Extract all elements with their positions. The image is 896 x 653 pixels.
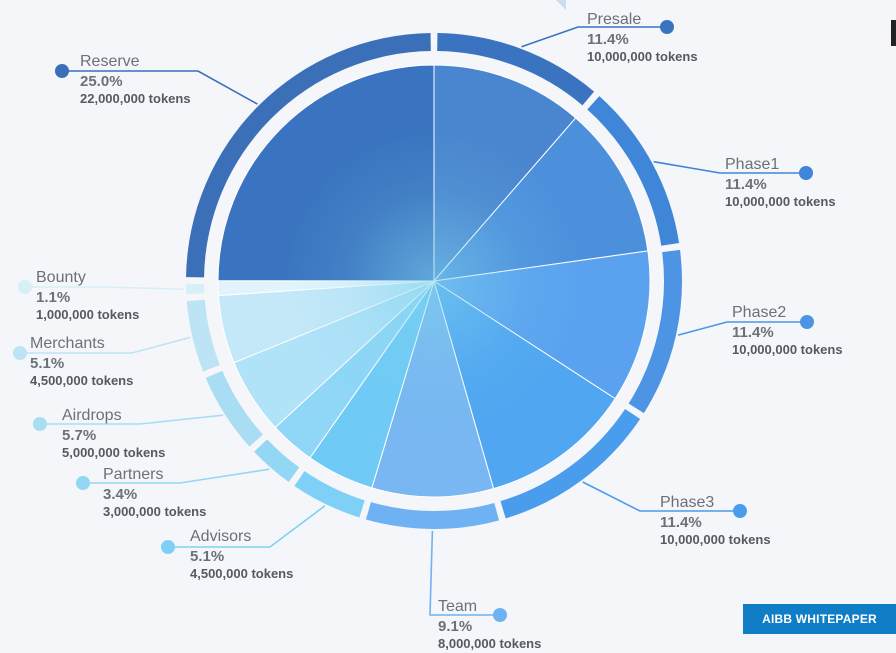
legend-dot-phase1 bbox=[799, 166, 813, 180]
slice-label-percent-team: 9.1% bbox=[438, 618, 472, 635]
slice-label-name-phase1: Phase1 bbox=[725, 156, 779, 173]
ring-segment-phase3 bbox=[500, 408, 641, 519]
ring-segment-partners bbox=[254, 439, 300, 482]
leader-line-partners bbox=[83, 468, 270, 484]
slice-label-percent-phase3: 11.4% bbox=[660, 514, 702, 531]
slice-label-name-reserve: Reserve bbox=[80, 53, 140, 70]
decorative-edge bbox=[891, 20, 896, 46]
slice-label-name-partners: Partners bbox=[103, 466, 163, 483]
ring-segment-phase2 bbox=[628, 249, 682, 414]
slice-label-percent-phase1: 11.4% bbox=[725, 176, 767, 193]
slice-label-percent-merchants: 5.1% bbox=[30, 355, 64, 372]
slice-label-tokens-presale: 10,000,000 tokens bbox=[587, 49, 698, 64]
slice-label-tokens-team: 8,000,000 tokens bbox=[438, 636, 541, 651]
leader-line-bounty bbox=[25, 286, 185, 290]
slice-label-name-merchants: Merchants bbox=[30, 335, 105, 352]
slice-label-tokens-phase1: 10,000,000 tokens bbox=[725, 194, 836, 209]
leader-line-phase3 bbox=[582, 481, 740, 512]
leader-line-presale bbox=[521, 26, 667, 48]
outer-ring bbox=[186, 33, 682, 529]
ring-segment-advisors bbox=[294, 471, 365, 518]
slice-label-percent-reserve: 25.0% bbox=[80, 73, 123, 90]
leader-lines bbox=[13, 20, 814, 622]
slice-label-tokens-reserve: 22,000,000 tokens bbox=[80, 91, 191, 106]
ring-segment-presale bbox=[437, 33, 595, 106]
legend-dot-phase3 bbox=[733, 504, 747, 518]
leader-line-merchants bbox=[20, 336, 191, 354]
slice-label-name-presale: Presale bbox=[587, 11, 641, 28]
slice-label-name-airdrops: Airdrops bbox=[62, 407, 122, 424]
whitepaper-badge: AIBB WHITEPAPER bbox=[743, 604, 896, 634]
leader-line-airdrops bbox=[40, 414, 224, 425]
slice-label-tokens-partners: 3,000,000 tokens bbox=[103, 504, 206, 519]
slice-label-percent-bounty: 1.1% bbox=[36, 289, 70, 306]
ring-segment-team bbox=[365, 502, 500, 529]
slice-label-name-phase3: Phase3 bbox=[660, 494, 714, 511]
leader-line-reserve bbox=[62, 70, 258, 105]
slice-label-tokens-bounty: 1,000,000 tokens bbox=[36, 307, 139, 322]
ring-segment-airdrops bbox=[205, 370, 263, 447]
slice-label-percent-advisors: 5.1% bbox=[190, 548, 224, 565]
legend-dot-presale bbox=[660, 20, 674, 34]
slice-label-percent-presale: 11.4% bbox=[587, 31, 629, 48]
legend-dot-reserve bbox=[55, 64, 69, 78]
legend-dot-merchants bbox=[13, 346, 27, 360]
slice-label-name-team: Team bbox=[438, 598, 477, 615]
slice-label-name-advisors: Advisors bbox=[190, 528, 251, 545]
slice-label-tokens-merchants: 4,500,000 tokens bbox=[30, 373, 133, 388]
decorative-corner bbox=[556, 0, 566, 10]
slice-label-name-phase2: Phase2 bbox=[732, 304, 786, 321]
leader-line-phase1 bbox=[653, 160, 806, 174]
ring-segment-phase1 bbox=[587, 96, 680, 246]
legend-dot-team bbox=[493, 608, 507, 622]
slice-label-tokens-phase2: 10,000,000 tokens bbox=[732, 342, 843, 357]
slice-label-name-bounty: Bounty bbox=[36, 269, 86, 286]
slice-label-percent-partners: 3.4% bbox=[103, 486, 137, 503]
leader-line-phase2 bbox=[677, 321, 807, 336]
leader-line-team bbox=[429, 530, 500, 616]
leader-line-advisors bbox=[168, 505, 326, 548]
slice-label-percent-airdrops: 5.7% bbox=[62, 427, 96, 444]
legend-dot-bounty bbox=[18, 280, 32, 294]
legend-dot-advisors bbox=[161, 540, 175, 554]
slice-label-tokens-phase3: 10,000,000 tokens bbox=[660, 532, 771, 547]
slice-label-tokens-airdrops: 5,000,000 tokens bbox=[62, 445, 165, 460]
ring-segment-bounty bbox=[186, 283, 205, 295]
slice-label-tokens-advisors: 4,500,000 tokens bbox=[190, 566, 293, 581]
ring-segment-merchants bbox=[186, 299, 220, 372]
slice-label-percent-phase2: 11.4% bbox=[732, 324, 774, 341]
legend-dot-phase2 bbox=[800, 315, 814, 329]
center-glow bbox=[284, 131, 584, 431]
legend-dot-partners bbox=[76, 476, 90, 490]
legend-dot-airdrops bbox=[33, 417, 47, 431]
ring-segment-reserve bbox=[186, 33, 431, 278]
